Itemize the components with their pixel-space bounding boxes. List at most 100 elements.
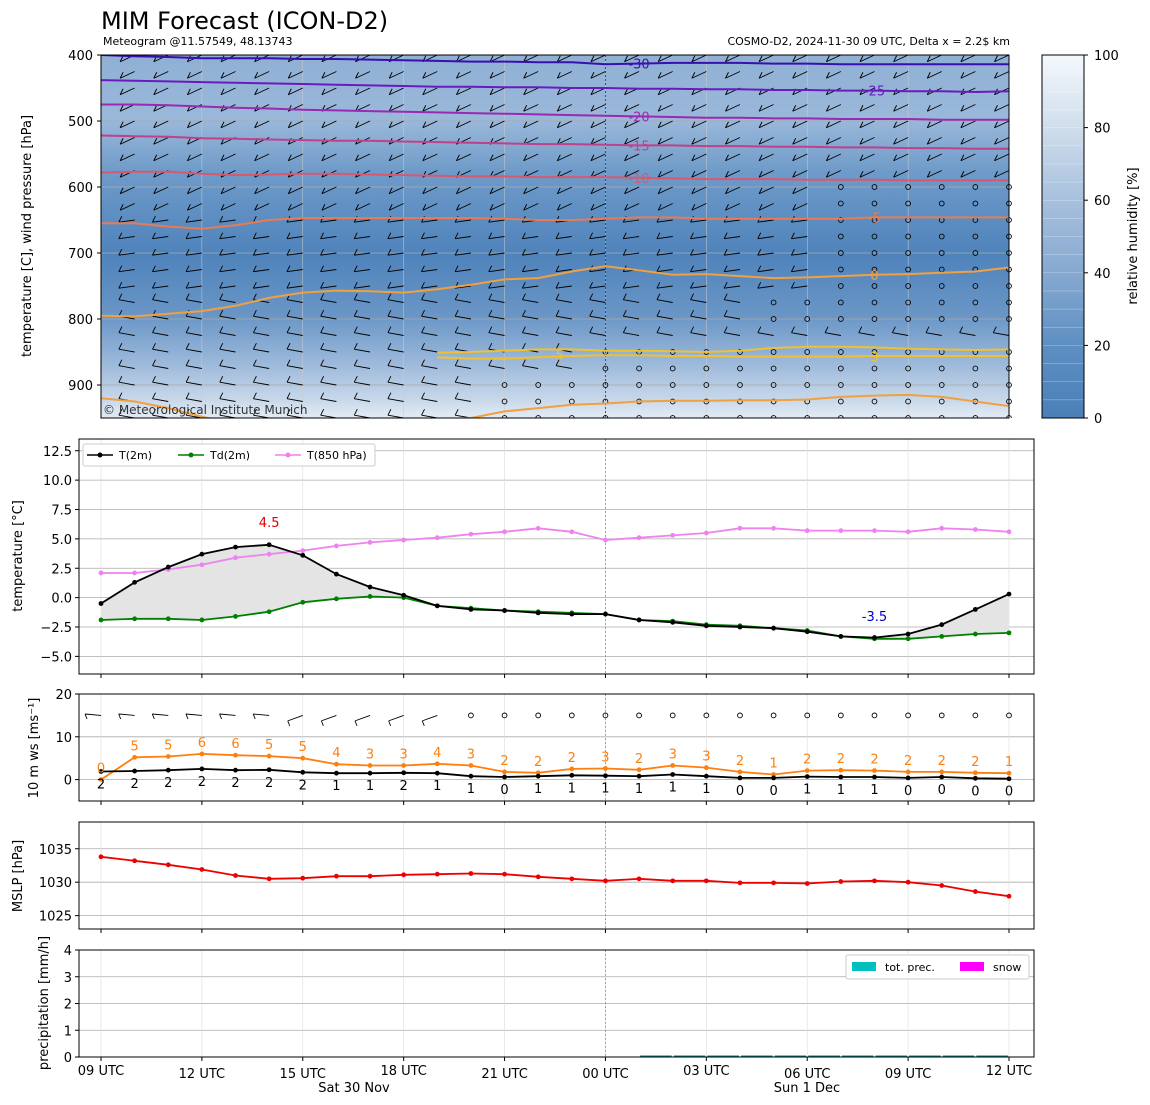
wind-barb <box>927 55 942 63</box>
wind-barb-flag <box>725 105 729 112</box>
data-point <box>233 767 238 773</box>
wind-barb-flag <box>657 105 662 112</box>
wind-barb-flag <box>84 713 88 720</box>
wind-barb-flag <box>152 249 156 256</box>
wind-barb <box>522 315 539 320</box>
calm-barb <box>871 184 878 190</box>
wind-barb-flag <box>624 187 628 194</box>
wind-barb <box>219 252 236 256</box>
y-tick-label: 1030 <box>39 876 72 891</box>
wind-barb-flag <box>590 154 595 161</box>
data-point <box>535 773 541 779</box>
wind-barb <box>286 219 303 223</box>
wind-barb-flag <box>355 72 359 79</box>
wind-barb-flag <box>624 138 628 145</box>
wind-barb <box>691 186 707 195</box>
temperature-grid <box>79 439 1034 674</box>
wind-barb-flag <box>287 121 292 128</box>
wind-barb-flag <box>153 204 158 211</box>
wind-barb <box>690 285 707 289</box>
calm-barb <box>1006 712 1012 719</box>
wind-barb <box>387 365 404 369</box>
wind-barb <box>758 104 774 112</box>
wind-barb-flag <box>622 310 627 317</box>
wind-barb-flag <box>624 171 628 178</box>
calm-barb <box>770 415 777 418</box>
wind-barb <box>691 203 707 211</box>
wind-barb-flag <box>287 720 291 727</box>
wind-barb <box>320 285 337 289</box>
legend-label-totprec: tot. prec. <box>885 961 935 974</box>
wind-barb <box>153 87 169 96</box>
wind-barb-flag <box>489 72 494 79</box>
wind-barb <box>421 219 438 223</box>
gust-label: 4 <box>332 746 340 761</box>
wind-barb <box>656 299 673 303</box>
calm-barb <box>468 712 474 719</box>
data-point <box>838 528 844 534</box>
wind-barb-flag <box>555 265 560 272</box>
wind-barb-flag <box>891 326 896 333</box>
wind-barb <box>321 203 337 211</box>
wind-barb <box>725 153 741 162</box>
wind-barb <box>488 269 505 273</box>
wind-barb <box>354 714 371 722</box>
calm-barb <box>568 382 575 388</box>
wind-barb <box>101 351 102 352</box>
wind-barb <box>355 186 371 195</box>
wind-barb <box>152 219 169 223</box>
wind-barb-flag <box>758 55 763 62</box>
calm-barb <box>770 316 777 322</box>
data-point <box>569 611 575 617</box>
wind-barb <box>489 71 505 79</box>
data-point <box>804 528 810 534</box>
calm-barb <box>669 382 676 388</box>
wind-barb-flag <box>355 187 359 194</box>
y-tick-label: 900 <box>68 379 93 394</box>
isotherm-line <box>101 265 1010 318</box>
y-tick-label: 2 <box>64 998 72 1013</box>
wind-barb-flag <box>353 232 358 239</box>
wind-barb-flag <box>219 326 224 333</box>
wind-barb-flag <box>656 293 661 300</box>
wind-barb <box>994 104 1010 112</box>
wind-barb-flag <box>858 326 863 333</box>
gust-label: 3 <box>467 747 475 762</box>
wind-barb <box>656 269 673 273</box>
wind-barb-flag <box>555 282 560 289</box>
speed-label: 2 <box>400 779 408 794</box>
wind-barb-flag <box>354 720 358 727</box>
wind-barb <box>118 381 135 386</box>
wind-barb-flag <box>555 310 560 317</box>
wind-barb-flag <box>925 326 930 333</box>
wind-barb-flag <box>219 293 224 300</box>
wind-barb-flag <box>926 72 931 79</box>
wind-barb-flag <box>152 326 156 333</box>
data-point <box>401 763 407 768</box>
wind-barb <box>690 269 707 273</box>
calm-barb <box>838 398 844 405</box>
legend-label-t2m: T(2m) <box>118 449 152 462</box>
wind-barb <box>101 335 102 336</box>
wind-barb-flag <box>523 72 528 79</box>
wind-barb <box>994 153 1010 162</box>
wind-barb <box>557 186 573 195</box>
wind-barb <box>186 348 202 353</box>
wind-barb <box>555 332 572 336</box>
data-point <box>233 614 238 619</box>
wind-barb-flag <box>153 187 158 194</box>
wind-barb <box>101 71 102 72</box>
wind-barb-flag <box>758 187 763 194</box>
wind-barb <box>590 104 606 112</box>
wind-barb <box>455 299 472 303</box>
wind-barb <box>690 299 707 303</box>
data-point <box>939 525 945 531</box>
calm-barb <box>838 233 844 240</box>
wind-barb <box>522 236 539 240</box>
data-point <box>737 769 743 775</box>
calm-barb <box>871 200 878 207</box>
wind-barb-flag <box>723 232 728 239</box>
wind-barb <box>288 120 303 129</box>
wind-barb <box>758 170 774 178</box>
wind-barb-flag <box>286 232 291 239</box>
